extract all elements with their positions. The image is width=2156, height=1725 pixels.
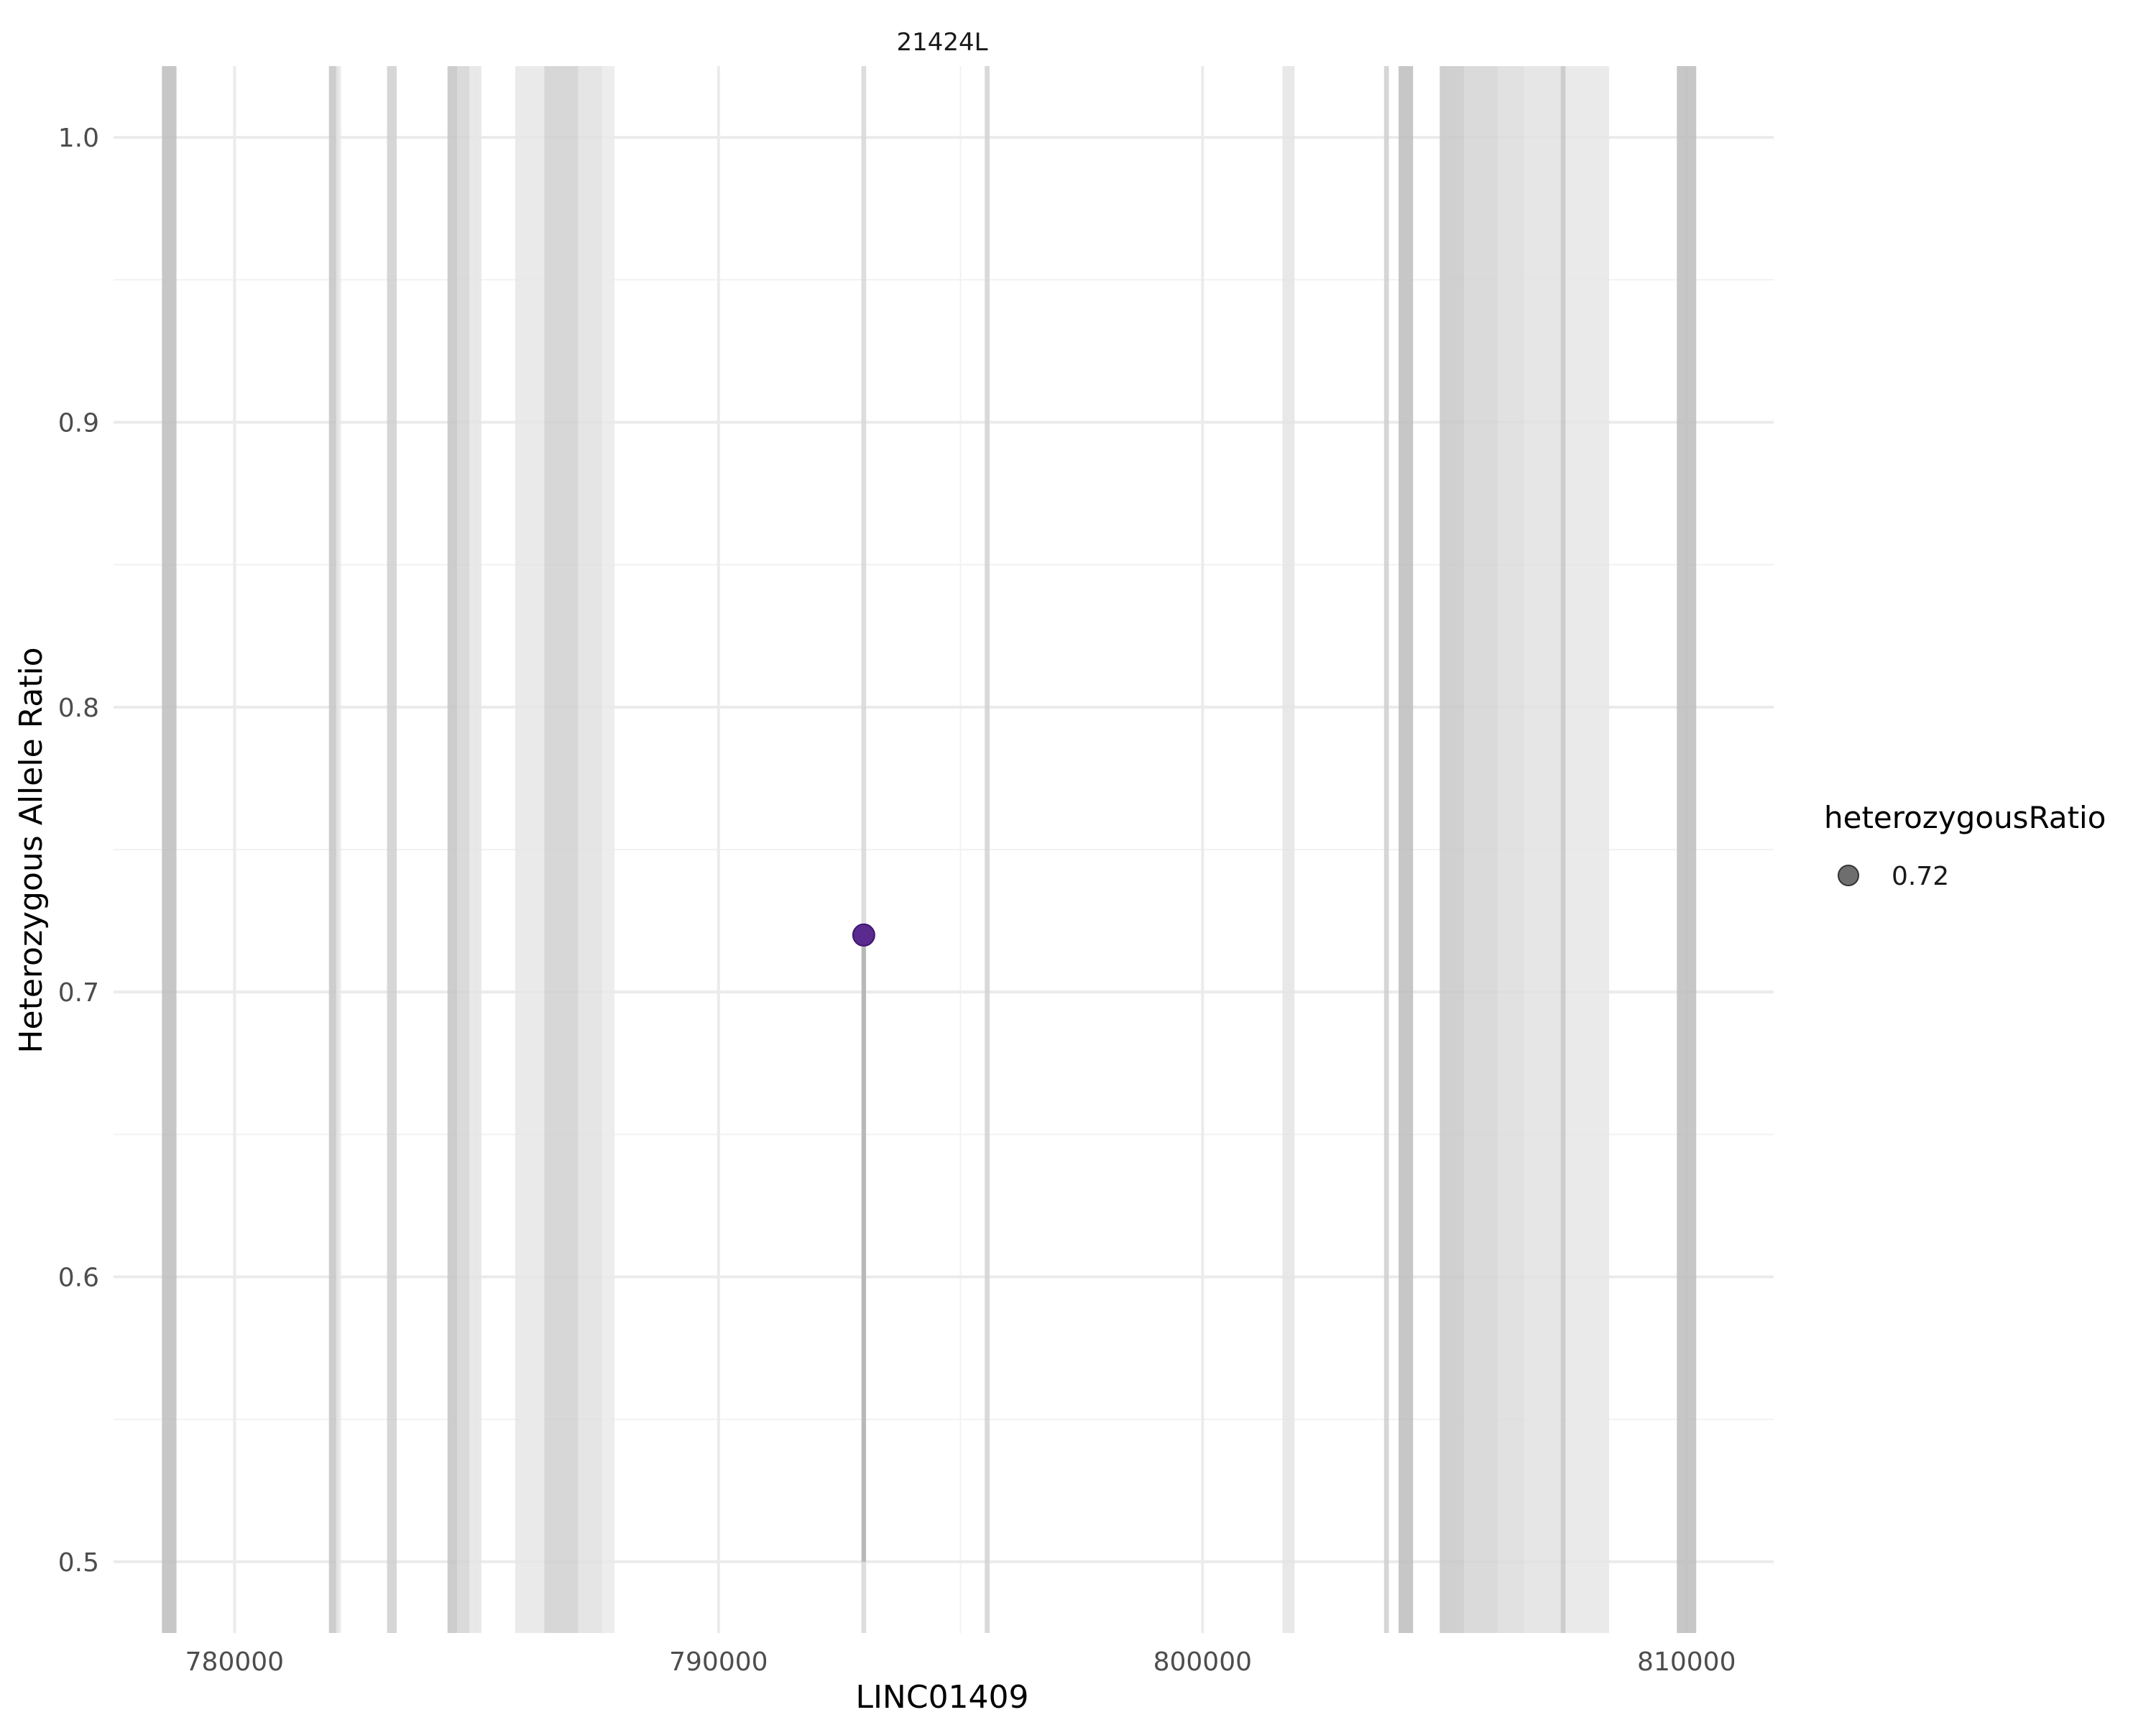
region-band: [1524, 66, 1561, 1633]
region-band: [1677, 66, 1697, 1633]
y-tick-label: 0.7: [58, 978, 99, 1008]
region-band: [544, 66, 579, 1633]
region-band: [387, 66, 397, 1633]
y-tick-label: 0.8: [58, 694, 99, 723]
region-band: [457, 66, 469, 1633]
region-band: [1565, 66, 1610, 1633]
data-point: [852, 923, 875, 947]
x-tick-label: 810000: [1637, 1647, 1736, 1677]
region-band: [447, 66, 458, 1633]
legend-title: heterozygousRatio: [1824, 800, 2106, 835]
region-band: [162, 66, 177, 1633]
region-band: [1560, 66, 1566, 1633]
chart-title: 21424L: [896, 28, 987, 57]
region-band: [861, 66, 867, 1633]
y-axis-ticks: 0.5 0.6 0.7 0.8 0.9 1.0: [58, 124, 99, 1578]
x-axis-ticks: 780000 790000 800000 810000: [185, 1647, 1736, 1677]
region-band: [515, 66, 545, 1633]
y-tick-label: 1.0: [58, 124, 99, 153]
y-tick-label: 0.9: [58, 408, 99, 438]
y-axis-title: Heterozygous Allele Ratio: [13, 647, 50, 1053]
region-band: [1439, 66, 1464, 1633]
region-band: [985, 66, 990, 1633]
legend-key-point: [1838, 865, 1859, 886]
legend-entry-label: 0.72: [1892, 862, 1949, 891]
data-marks: [852, 923, 875, 1562]
region-band: [1463, 66, 1498, 1633]
region-band: [1383, 66, 1389, 1633]
x-tick-label: 790000: [669, 1647, 768, 1677]
region-band: [336, 66, 341, 1633]
region-band: [578, 66, 603, 1633]
x-tick-label: 780000: [185, 1647, 284, 1677]
region-band: [602, 66, 615, 1633]
region-band: [1282, 66, 1295, 1633]
x-tick-label: 800000: [1153, 1647, 1252, 1677]
y-tick-label: 0.5: [58, 1548, 99, 1578]
x-axis-title: LINC01409: [855, 1679, 1028, 1716]
y-tick-label: 0.6: [58, 1264, 99, 1293]
region-band: [1498, 66, 1525, 1633]
region-band: [469, 66, 482, 1633]
legend: heterozygousRatio 0.72: [1824, 800, 2106, 891]
region-bands: [162, 66, 1697, 1633]
region-band: [1399, 66, 1414, 1633]
